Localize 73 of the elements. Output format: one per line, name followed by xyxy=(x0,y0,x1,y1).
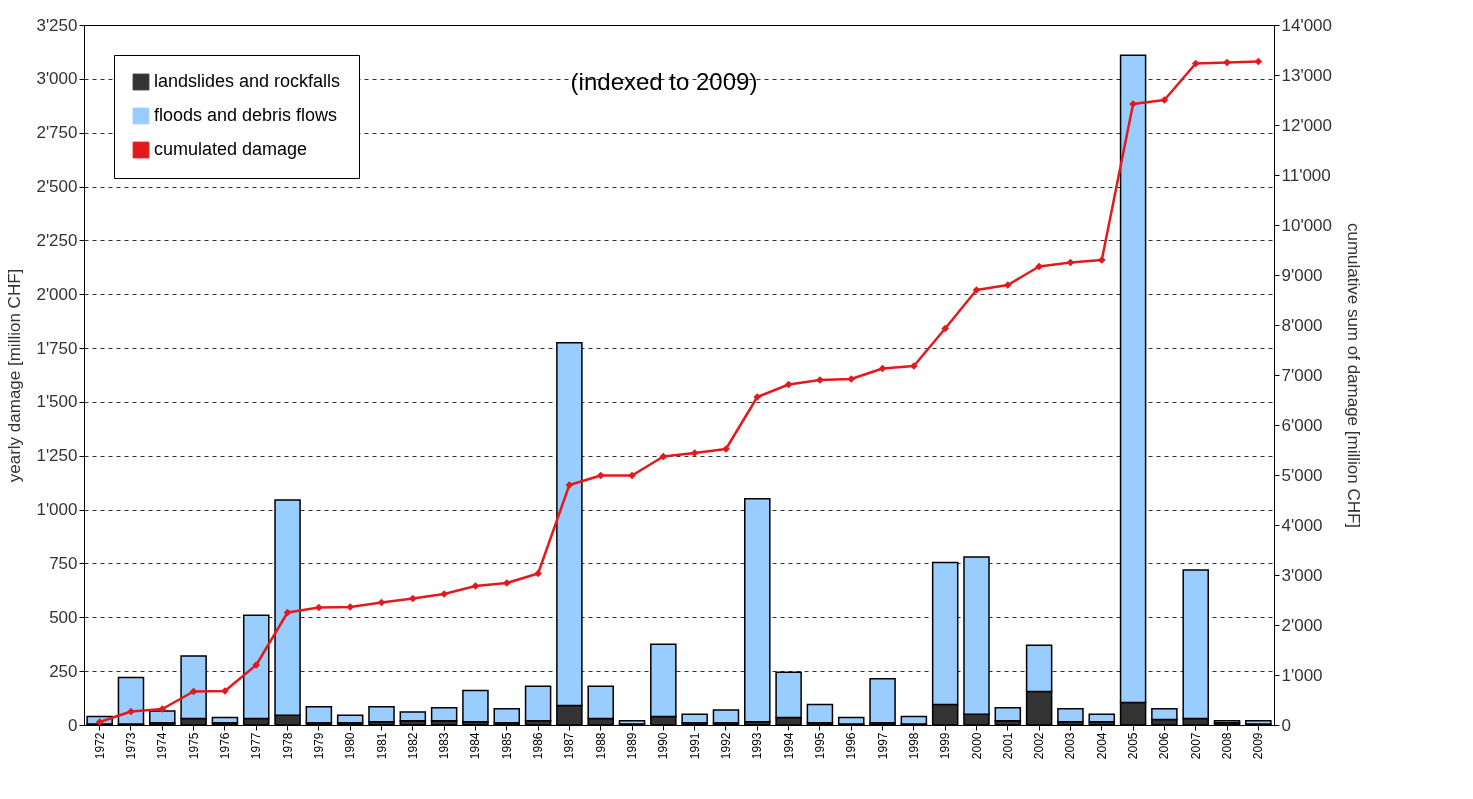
y-tick-label: 1'500 xyxy=(36,392,78,412)
x-tick-label: 1979 xyxy=(311,732,326,760)
y-tick-label: 2'250 xyxy=(36,230,78,250)
x-tick-label: 1996 xyxy=(844,732,859,760)
y2-tick-label: 6'000 xyxy=(1281,415,1323,435)
y2-tick-label: 2'000 xyxy=(1281,615,1323,635)
x-tick-label: 1997 xyxy=(875,732,890,760)
y2-tick-label: 3'000 xyxy=(1281,565,1323,585)
x-tick-label: 2000 xyxy=(969,732,984,760)
x-tick-label: 1986 xyxy=(531,732,546,760)
legend-label: landslides and rockfalls xyxy=(154,71,341,91)
y-tick-label: 0 xyxy=(68,715,78,735)
x-tick-label: 1978 xyxy=(280,732,295,760)
y-tick-label: 3'000 xyxy=(36,69,78,89)
x-tick-label: 2005 xyxy=(1126,732,1141,760)
y2-tick-label: 12'000 xyxy=(1281,115,1333,135)
x-tick-label: 1994 xyxy=(781,732,796,760)
x-tick-label: 1985 xyxy=(499,732,514,760)
x-tick-label: 2001 xyxy=(1000,732,1015,760)
y-tick-label: 750 xyxy=(49,553,78,573)
x-tick-label: 1976 xyxy=(217,732,232,760)
x-tick-label: 2007 xyxy=(1188,732,1203,760)
annotation: (indexed to 2009) xyxy=(570,68,758,95)
x-tick-label: 1995 xyxy=(812,732,827,760)
y2-tick-label: 14'000 xyxy=(1281,15,1333,35)
x-tick-label: 1973 xyxy=(123,732,138,760)
x-tick-label: 1989 xyxy=(625,732,640,760)
x-tick-label: 1999 xyxy=(938,732,953,760)
x-tick-label: 1974 xyxy=(155,732,170,760)
y2-tick-label: 7'000 xyxy=(1281,365,1323,385)
y-tick-label: 1'750 xyxy=(36,338,78,358)
x-tick-label: 2009 xyxy=(1251,732,1266,760)
x-tick-label: 1980 xyxy=(343,732,358,760)
y-tick-label: 1'250 xyxy=(36,446,78,466)
x-tick-label: 2008 xyxy=(1220,732,1235,760)
y-tick-label: 3'250 xyxy=(36,15,78,35)
y2-tick-label: 13'000 xyxy=(1281,65,1333,85)
x-tick-label: 1975 xyxy=(186,732,201,760)
x-tick-label: 1992 xyxy=(718,732,733,760)
y2-tick-label: 0 xyxy=(1281,715,1291,735)
y-axis-title: yearly damage [million CHF] xyxy=(5,268,25,483)
x-tick-label: 2006 xyxy=(1157,732,1172,760)
x-tick-label: 2002 xyxy=(1032,732,1047,760)
x-tick-label: 2003 xyxy=(1063,732,1078,760)
legend-label: floods and debris flows xyxy=(154,105,338,125)
y2-tick-label: 5'000 xyxy=(1281,465,1323,485)
y2-tick-label: 1'000 xyxy=(1281,665,1323,685)
x-tick-label: 2004 xyxy=(1094,732,1109,760)
y-tick-label: 2'500 xyxy=(36,177,78,197)
y2-tick-label: 11'000 xyxy=(1281,165,1331,185)
legend-label: cumulated damage xyxy=(154,139,308,159)
y-tick-label: 250 xyxy=(49,661,78,681)
x-tick-label: 1991 xyxy=(687,732,702,760)
x-tick-label: 1998 xyxy=(906,732,921,760)
x-tick-label: 1988 xyxy=(593,732,608,760)
y2-tick-label: 4'000 xyxy=(1281,515,1323,535)
y-tick-label: 2'000 xyxy=(36,284,78,304)
y2-tick-label: 9'000 xyxy=(1281,265,1323,285)
y-tick-label: 1'000 xyxy=(36,500,78,520)
x-tick-label: 1993 xyxy=(750,732,765,760)
x-tick-label: 1977 xyxy=(249,732,264,760)
x-tick-label: 1983 xyxy=(437,732,452,760)
y2-tick-label: 8'000 xyxy=(1281,315,1323,335)
x-tick-label: 1982 xyxy=(405,732,420,760)
y2-axis-title: cumulative sum of damage [million CHF] xyxy=(1344,222,1364,529)
x-tick-label: 1990 xyxy=(656,732,671,760)
y-tick-label: 500 xyxy=(49,607,78,627)
x-tick-label: 1981 xyxy=(374,732,389,760)
x-tick-label: 1984 xyxy=(468,732,483,760)
x-tick-label: 1987 xyxy=(562,732,577,760)
x-tick-label: 1972 xyxy=(92,732,107,760)
y2-tick-label: 10'000 xyxy=(1281,215,1333,235)
y-tick-label: 2'750 xyxy=(36,123,78,143)
